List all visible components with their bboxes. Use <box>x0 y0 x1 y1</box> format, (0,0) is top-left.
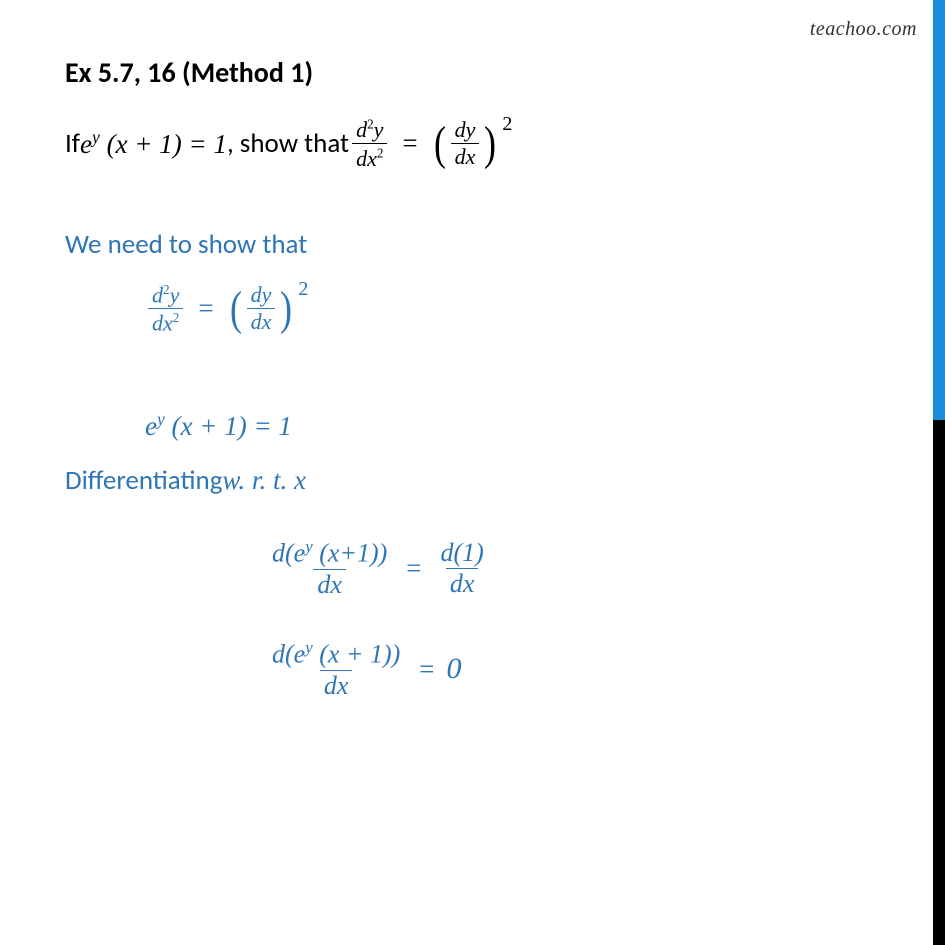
need-show-eqn: d2y dx2 = ( dy dx ) 2 <box>145 283 905 335</box>
page-title: Ex 5.7, 16 (Method 1) <box>65 55 905 90</box>
diff-label: Differentiating <box>65 464 222 497</box>
eq4: = <box>419 654 434 685</box>
den: dx2 <box>356 146 383 171</box>
zero: 0 <box>447 652 462 686</box>
given-expr: ey (x + 1) = 1 <box>145 409 905 442</box>
diff-step-1: d(ey (x+1)) dx = d(1) dx <box>265 539 905 598</box>
stripe-top <box>933 0 945 420</box>
frac-rhs-1: d(1) dx <box>437 540 488 597</box>
text-showthat: , show that <box>227 127 349 160</box>
eq2: = <box>198 293 213 324</box>
frac-d2y-dx2-2: d2y dx2 <box>148 283 183 335</box>
frac-d2y-dx2: d2y dx2 <box>352 118 387 170</box>
side-stripe <box>933 0 945 945</box>
frac-lhs-1: d(ey (x+1)) dx <box>268 539 391 598</box>
wrt-x: w. r. t. x <box>222 465 306 496</box>
stripe-bottom <box>933 420 945 945</box>
dy-dx-squared: ( dy dx ) 2 <box>432 119 499 168</box>
dy-dx-squared-2: ( dy dx ) 2 <box>228 284 295 333</box>
watermark: teachoo.com <box>810 18 917 41</box>
need-show-label: We need to show that <box>65 228 905 261</box>
problem-line: If ey (x + 1) = 1 , show that d2y dx2 = … <box>65 118 905 170</box>
eq: = <box>402 128 417 159</box>
main-content: Ex 5.7, 16 (Method 1) If ey (x + 1) = 1 … <box>65 55 905 711</box>
diff-label-line: Differentiating w. r. t. x <box>65 464 905 497</box>
diff-step-2: d(ey (x + 1)) dx = 0 <box>265 640 905 699</box>
text-if: If <box>65 127 80 160</box>
eq3: = <box>406 553 421 584</box>
frac-lhs-2: d(ey (x + 1)) dx <box>268 640 404 699</box>
num: d2y <box>356 117 383 142</box>
expr-given: ey (x + 1) = 1 <box>80 127 227 160</box>
